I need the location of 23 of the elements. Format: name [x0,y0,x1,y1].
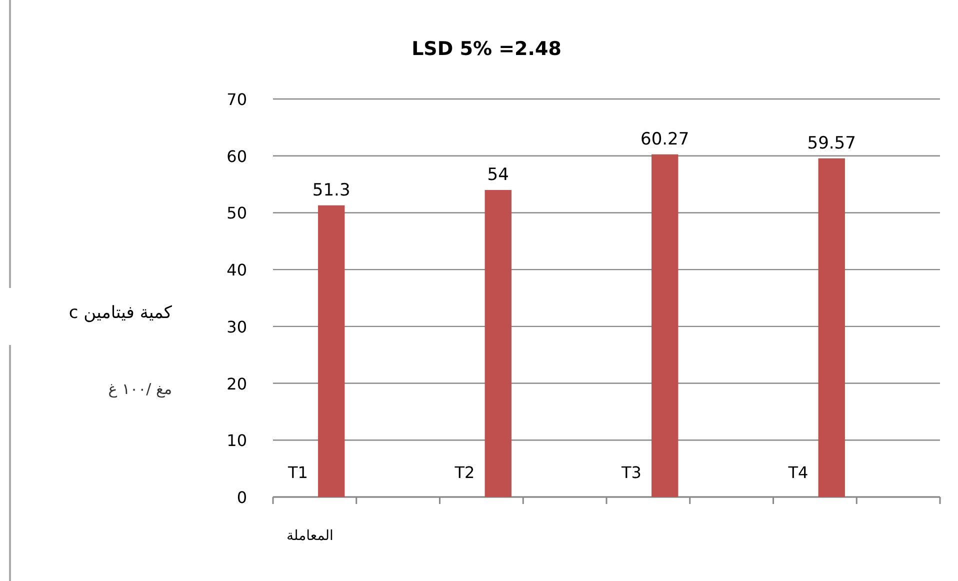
y-tick-label: 40 [226,260,247,280]
data-label: 59.57 [807,133,856,154]
data-label: 51.3 [312,180,350,200]
y-tick-label: 0 [236,488,247,507]
x-axis-title: المعاملة [286,528,334,544]
data-label: 54 [487,164,509,185]
x-tick-label: T2 [454,463,475,482]
bar [652,154,678,497]
x-tick-label: T1 [287,463,308,482]
data-label: 60.27 [640,129,690,150]
y-tick-label: 50 [226,204,247,223]
bar [818,158,845,497]
chart-title: LSD 5% =2.48 [412,38,562,60]
bar [484,190,512,497]
y-tick-label: 10 [226,431,247,450]
y-tick-label: 70 [226,90,247,109]
x-tick-label: T3 [620,463,642,482]
y-tick-label: 30 [226,317,247,336]
text: كمية فيتامين c مغ /١٠٠ غ [68,303,172,398]
bar [318,205,345,497]
x-tick-label: T4 [787,463,808,482]
y-tick-label: 60 [226,146,247,166]
y-tick-label: 20 [226,374,247,394]
